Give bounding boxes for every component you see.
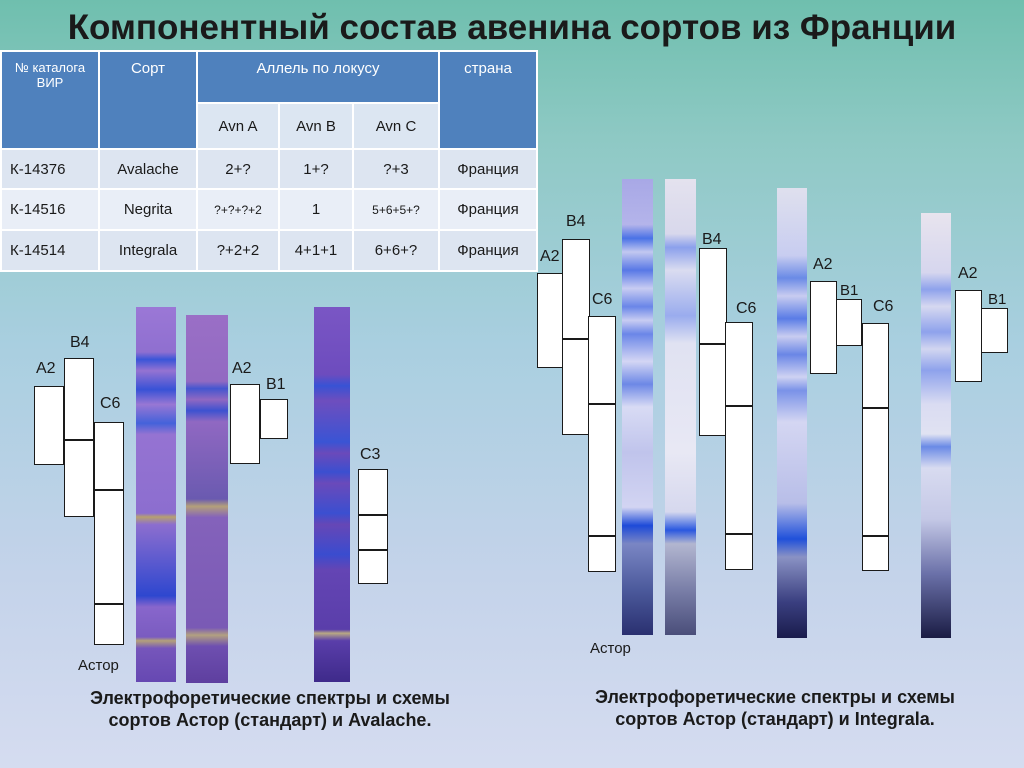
label-a2-r: А2 — [540, 248, 560, 265]
cell-variety: Integrala — [98, 229, 198, 272]
header-allele: Аллель по локусу — [196, 50, 440, 104]
scheme-box-c6-r2-lower — [725, 534, 753, 570]
label-astor: Астор — [78, 657, 119, 674]
gel-lane-avalache-2 — [314, 307, 350, 682]
header-avn-b: Avn B — [278, 102, 354, 150]
label-b4-r-b: В4 — [702, 231, 722, 248]
scheme-box-a2-r3 — [955, 290, 982, 382]
scheme-box-c6-r2-mid — [725, 406, 753, 534]
header-avn-a: Avn A — [196, 102, 280, 150]
scheme-box-c6-r-lower — [588, 536, 616, 572]
caption-left: Электрофоретические спектры и схемы сорт… — [50, 687, 490, 731]
label-a2: А2 — [36, 360, 56, 377]
scheme-box-c6-r2-upper — [725, 322, 753, 406]
scheme-box-a2 — [34, 386, 64, 465]
gel-lane-integrala-1 — [665, 179, 696, 635]
label-c3: С3 — [360, 446, 381, 463]
label-b4-r: В4 — [566, 213, 586, 230]
header-catalog: № каталога ВИР — [0, 50, 100, 150]
scheme-box-c6-r3-upper — [862, 323, 889, 408]
cell-avn-a: 2+? — [196, 148, 280, 190]
cell-catalog: К-14516 — [0, 188, 100, 231]
caption-right: Электрофоретические спектры и схемы сорт… — [550, 686, 1000, 730]
header-country: страна — [438, 50, 538, 150]
scheme-box-b4-r2-upper — [699, 248, 727, 344]
cell-avn-a: ?+?+?+2 — [196, 188, 280, 231]
cell-avn-c: 5+6+5+? — [352, 188, 440, 231]
label-a2-b: А2 — [232, 360, 252, 377]
scheme-box-b4-upper — [64, 358, 94, 440]
cell-variety: Avalache — [98, 148, 198, 190]
scheme-box-a2-r — [537, 273, 564, 368]
header-variety: Сорт — [98, 50, 198, 150]
cell-variety: Negrita — [98, 188, 198, 231]
cell-country: Франция — [438, 148, 538, 190]
cell-country: Франция — [438, 188, 538, 231]
label-astor-r: Астор — [590, 640, 631, 657]
label-a2-r-b: А2 — [813, 256, 833, 273]
label-c6: С6 — [100, 395, 121, 412]
scheme-box-a2-b — [230, 384, 260, 464]
label-c6-r: С6 — [592, 291, 613, 308]
scheme-box-c6-r3-mid — [862, 408, 889, 536]
scheme-box-c6-mid — [94, 490, 124, 604]
cell-avn-a: ?+2+2 — [196, 229, 280, 272]
scheme-box-b1 — [260, 399, 288, 439]
allele-table: № каталога ВИР Сорт Аллель по локусу стр… — [0, 50, 538, 272]
label-b1-r-b: В1 — [988, 291, 1007, 308]
cell-catalog: К-14514 — [0, 229, 100, 272]
header-avn-c: Avn C — [352, 102, 440, 150]
cell-country: Франция — [438, 229, 538, 272]
scheme-box-c6-lower — [94, 604, 124, 645]
scheme-box-c6-r3-lower — [862, 536, 889, 571]
slide-title: Компонентный состав авенина сортов из Фр… — [67, 8, 957, 47]
label-b1: В1 — [266, 376, 286, 393]
cell-avn-b: 1 — [278, 188, 354, 231]
gel-lane-astor-2 — [622, 179, 653, 635]
scheme-box-b4-r-upper — [562, 239, 590, 339]
cell-catalog: К-14376 — [0, 148, 100, 190]
label-a2-r-c: А2 — [958, 265, 978, 282]
gel-lane-integrala-2 — [921, 213, 951, 638]
scheme-box-c3-upper — [358, 469, 388, 515]
label-b4: В4 — [70, 334, 90, 351]
scheme-box-b4-r2-lower — [699, 344, 727, 436]
gel-lane-avalache-1 — [186, 315, 228, 683]
scheme-box-c6-r-mid — [588, 404, 616, 536]
cell-avn-b: 1+? — [278, 148, 354, 190]
table-row: К-14376 Avalache 2+? 1+? ?+3 Франция — [0, 148, 538, 190]
scheme-box-c6-r-upper — [588, 316, 616, 404]
scheme-box-a2-r2 — [810, 281, 837, 374]
scheme-box-b1-r — [836, 299, 862, 346]
label-c6-r-b: С6 — [736, 300, 757, 317]
scheme-box-c3-mid — [358, 515, 388, 550]
scheme-box-b4-r-lower — [562, 339, 590, 435]
scheme-box-b1-r2 — [981, 308, 1008, 353]
caption-right-line1: Электрофоретические спектры и схемы — [595, 687, 955, 707]
caption-right-line2: сортов Астор (стандарт) и Integrala. — [615, 709, 935, 729]
scheme-box-c3-lower — [358, 550, 388, 584]
table-row: К-14516 Negrita ?+?+?+2 1 5+6+5+? Франци… — [0, 188, 538, 231]
caption-left-line1: Электрофоретические спектры и схемы — [90, 688, 450, 708]
scheme-box-c6-upper — [94, 422, 124, 490]
label-b1-r: В1 — [840, 282, 859, 299]
caption-left-line2: сортов Астор (стандарт) и Avalache. — [108, 710, 432, 730]
cell-avn-c: 6+6+? — [352, 229, 440, 272]
gel-lane-astor-1 — [136, 307, 176, 682]
gel-lane-astor-3 — [777, 188, 807, 638]
table-row: К-14514 Integrala ?+2+2 4+1+1 6+6+? Фран… — [0, 229, 538, 272]
cell-avn-b: 4+1+1 — [278, 229, 354, 272]
cell-avn-c: ?+3 — [352, 148, 440, 190]
label-c6-r-c: С6 — [873, 298, 894, 315]
scheme-box-b4-lower — [64, 440, 94, 517]
